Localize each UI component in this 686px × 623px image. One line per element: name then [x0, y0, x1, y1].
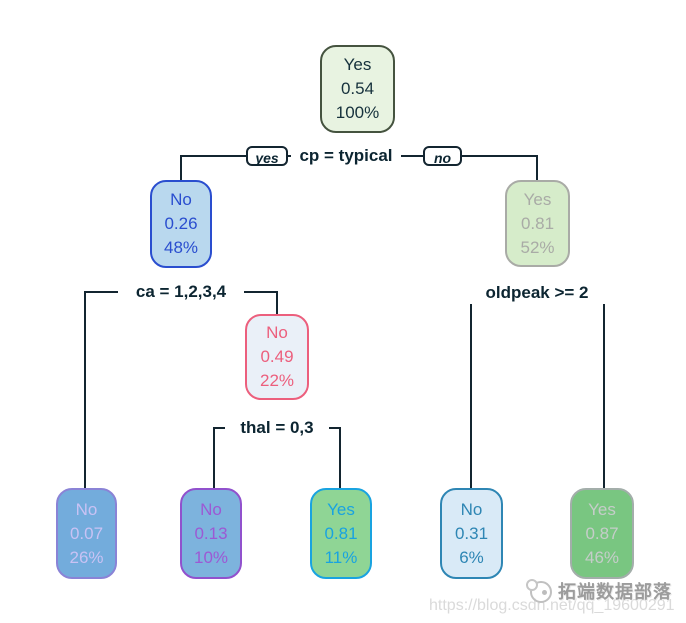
node-cp-no: Yes 0.81 52% — [505, 180, 570, 267]
node-percentage: 11% — [324, 547, 358, 567]
connector-ca-left-vertical — [84, 291, 86, 489]
leaf-node-thal-left: No 0.13 10% — [180, 488, 242, 579]
logo-ear-dot — [526, 579, 538, 591]
leaf-node-ca-left: No 0.07 26% — [56, 488, 117, 579]
node-probability: 0.81 — [324, 523, 358, 543]
node-probability: 0.49 — [260, 347, 294, 366]
split-label-ca: ca = 1,2,3,4 — [118, 281, 244, 303]
node-percentage: 46% — [584, 547, 620, 567]
node-percentage: 52% — [520, 237, 555, 257]
node-probability: 0.07 — [69, 523, 104, 543]
node-class-label: No — [266, 323, 288, 342]
node-probability: 0.13 — [194, 523, 228, 543]
watermark-logo-icon — [526, 579, 552, 603]
node-probability: 0.81 — [520, 213, 555, 233]
connector-thal-left-vertical — [213, 427, 215, 489]
node-percentage: 22% — [259, 371, 295, 390]
node-root: Yes 0.54 100% — [320, 45, 395, 133]
branch-tag-no: no — [423, 146, 462, 166]
node-class-label: No — [200, 499, 222, 519]
node-class-label: Yes — [588, 499, 616, 519]
node-probability: 0.87 — [585, 523, 619, 543]
leaf-node-oldpeak-left: No 0.31 6% — [440, 488, 503, 579]
node-class-label: No — [460, 499, 483, 519]
connector-cp-right-vertical — [536, 155, 538, 181]
leaf-node-thal-right: Yes 0.81 11% — [310, 488, 372, 579]
split-label-oldpeak: oldpeak >= 2 — [464, 282, 610, 304]
leaf-node-oldpeak-right: Yes 0.87 46% — [570, 488, 634, 579]
connector-cp-left-vertical — [180, 155, 182, 181]
node-probability: 0.54 — [340, 79, 375, 98]
node-ca-right: No 0.49 22% — [245, 314, 309, 400]
watermark-brand: 拓端数据部落 — [558, 582, 672, 602]
node-class-label: No — [75, 499, 98, 519]
node-percentage: 48% — [163, 238, 199, 257]
node-percentage: 100% — [335, 103, 380, 122]
node-class-label: Yes — [327, 499, 355, 519]
node-class-label: Yes — [343, 55, 372, 74]
split-label-thal: thal = 0,3 — [225, 417, 329, 439]
watermark-url: https://blog.csdn.net/qq_19600291 — [429, 597, 675, 614]
node-probability: 0.26 — [164, 214, 198, 233]
connector-oldpeak-right-vertical — [603, 292, 605, 489]
node-probability: 0.31 — [454, 523, 489, 543]
connector-ca-right-vertical — [276, 291, 278, 315]
branch-tag-yes: yes — [246, 146, 288, 166]
connector-oldpeak-left-vertical — [470, 292, 472, 489]
split-label-cp: cp = typical — [291, 145, 401, 167]
node-percentage: 10% — [193, 547, 229, 567]
logo-eye-dot — [542, 590, 547, 595]
node-percentage: 26% — [69, 547, 104, 567]
node-percentage: 6% — [459, 547, 484, 567]
node-class-label: Yes — [523, 189, 552, 209]
node-class-label: No — [170, 190, 192, 209]
connector-thal-right-vertical — [339, 427, 341, 489]
node-cp-yes: No 0.26 48% — [150, 180, 212, 268]
